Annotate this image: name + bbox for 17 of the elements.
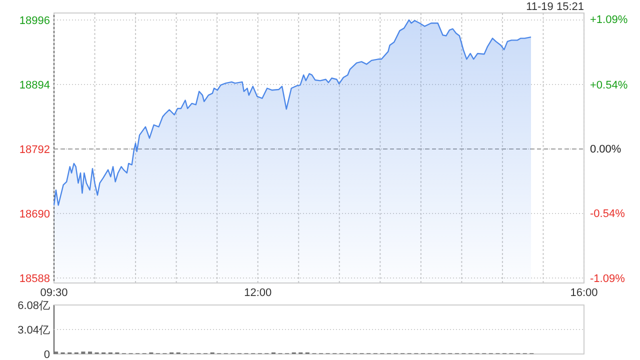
y-tick-label: 3.04亿 [18,324,50,336]
y2-tick-label: +1.09% [590,14,628,26]
y-tick-label: 18792 [19,144,50,156]
y2-tick-label: 0.00% [590,144,622,156]
y-tick-label: 18894 [19,79,50,92]
y-tick-label: 6.08亿 [18,300,50,312]
y2-tick-label: -0.54% [590,208,626,220]
x-tick-label: 12:00 [244,287,272,299]
y2-tick-label: -1.09% [590,273,626,286]
y2-tick-label: +0.54% [590,79,628,92]
x-tick-label: 09:30 [40,287,68,299]
y-tick-label: 0 [44,349,50,360]
x-tick-label: 16:00 [570,287,598,299]
y-tick-label: 18690 [19,208,50,220]
y-tick-label: 18996 [19,14,50,27]
annotation: 11-19 15:21 [526,1,584,13]
y-tick-label: 18588 [19,272,50,285]
